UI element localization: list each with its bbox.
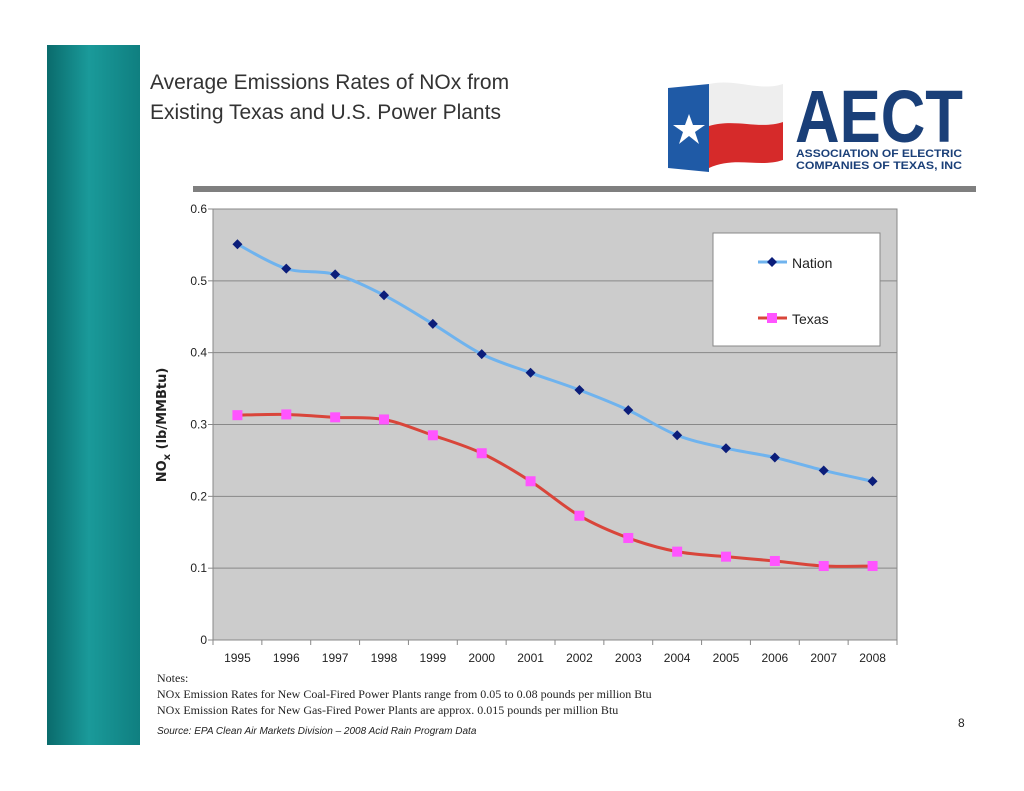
data-point-texas-1996 [281,409,292,420]
source-citation: Source: EPA Clean Air Markets Division –… [157,726,477,737]
data-point-texas-2003 [623,532,634,543]
x-tick-label: 2005 [713,651,740,665]
data-point-nation-1998 [379,290,389,301]
x-tick-label: 2002 [566,651,593,665]
logo-brand-text: AECT [795,78,963,158]
data-point-nation-2006 [769,452,780,463]
y-axis-label: NOx (lb/MMBtu) [155,368,173,483]
data-point-texas-2006 [769,555,780,566]
x-tick-label: 1995 [224,651,251,665]
data-point-nation-2007 [818,465,829,476]
texas-flag-white-stripe-icon [709,82,783,126]
slide-title-line-2: Existing Texas and U.S. Power Plants [150,101,501,124]
slide-title-line-1: Average Emissions Rates of NOx from [150,71,510,94]
y-tick-label: 0.5 [190,274,207,288]
data-point-nation-2002 [574,385,585,396]
y-tick-label: 0.2 [190,489,207,503]
y-tick-label: 0.6 [190,202,207,216]
x-tick-label: 2007 [810,651,837,665]
x-tick-label: 2001 [517,651,544,665]
notes-coal: NOx Emission Rates for New Coal-Fired Po… [157,687,652,701]
chart-notes: Notes: NOx Emission Rates for New Coal-F… [157,670,652,718]
data-point-nation-1997 [330,269,341,280]
page-number: 8 [958,716,965,730]
data-point-texas-2005 [721,551,731,562]
data-point-texas-1998 [379,414,389,425]
legend-marker-texas [767,313,777,323]
data-point-texas-2000 [476,448,487,459]
data-point-nation-2000 [476,349,487,360]
logo-line-2: COMPANIES OF TEXAS, INC [796,160,962,172]
title-divider [193,186,976,192]
y-tick-label: 0.3 [190,418,207,432]
y-tick-label: 0.4 [190,346,207,360]
aect-logo: AECT ASSOCIATION OF ELECTRIC COMPANIES O… [668,78,963,172]
notes-heading: Notes: [157,671,189,685]
data-point-nation-2008 [867,476,878,487]
data-point-nation-2003 [623,405,634,416]
x-tick-label: 2006 [762,651,789,665]
data-point-texas-1997 [330,412,341,423]
x-tick-label: 2004 [664,651,691,665]
data-point-nation-1996 [281,263,292,274]
legend-marker-nation [767,257,777,267]
x-tick-label: 2000 [468,651,495,665]
x-tick-label: 2008 [859,651,886,665]
data-point-nation-2004 [672,430,683,441]
side-accent-bar [47,45,140,745]
data-point-nation-1999 [427,318,438,329]
data-point-texas-2004 [672,546,683,557]
x-tick-label: 2003 [615,651,642,665]
chart-legend: Nation Texas [712,232,881,347]
data-point-texas-2002 [574,510,585,521]
data-point-texas-2008 [867,561,878,572]
slide-title: Average Emissions Rates of NOx from Exis… [150,68,509,128]
x-tick-label: 1999 [420,651,447,665]
data-point-texas-2007 [818,561,829,572]
data-point-nation-1995 [232,239,243,250]
y-tick-label: 0 [200,633,207,647]
legend-label-nation: Nation [792,255,832,271]
data-point-texas-1995 [232,410,243,421]
notes-gas: NOx Emission Rates for New Gas-Fired Pow… [157,703,619,717]
texas-flag-red-stripe-icon [709,122,783,168]
x-tick-label: 1997 [322,651,349,665]
x-tick-label: 1996 [273,651,300,665]
data-point-texas-2001 [525,476,536,487]
legend-label-texas: Texas [792,311,829,327]
y-tick-label: 0.1 [190,561,207,575]
legend-box [712,232,881,347]
data-point-nation-2001 [525,367,536,378]
x-tick-label: 1998 [371,651,398,665]
data-point-nation-2005 [721,443,731,454]
data-point-texas-1999 [427,430,438,441]
texas-flag-star-icon [673,114,705,144]
logo-line-1: ASSOCIATION OF ELECTRIC [796,148,962,160]
